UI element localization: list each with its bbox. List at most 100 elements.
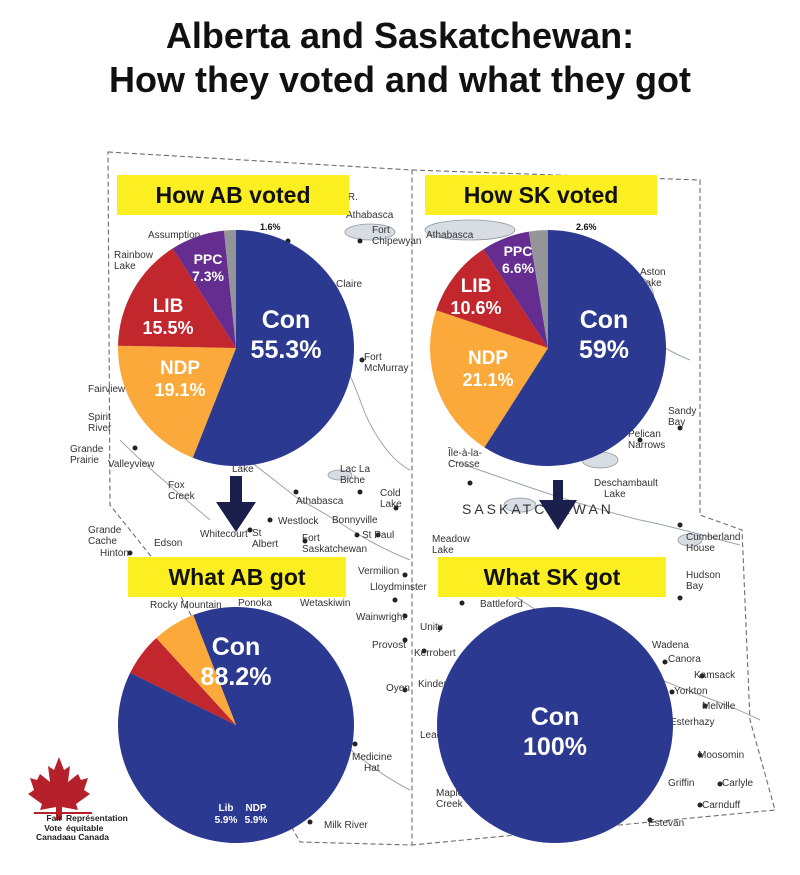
map-label: Canora [668, 654, 701, 665]
pie-value-ppc: 7.3% [192, 268, 224, 284]
map-label: Île-à-la- [447, 446, 482, 459]
map-label: Moosomin [698, 750, 744, 761]
map-label: Kamsack [694, 670, 736, 681]
pie-value-con: 88.2% [201, 663, 272, 691]
pie-label-ppc: PPC [504, 243, 533, 259]
pie-label-lib: Lib [219, 803, 234, 814]
map-label: Saskatchewan [302, 544, 367, 555]
map-label: Maple [436, 788, 464, 799]
pie-slice-con [192, 230, 354, 466]
map-label: Deschambault [594, 478, 658, 489]
map-label: Estevan [648, 818, 684, 829]
map-label: Fort [372, 225, 390, 236]
map-label: Carnduff [702, 800, 740, 811]
map-label: Griffin [668, 778, 695, 789]
map-label: Cumberland [686, 532, 740, 543]
pie-slice-other [224, 230, 236, 348]
pie-value-ndp: 5.9% [245, 815, 268, 826]
pie-label-other: 2.6% [576, 222, 597, 232]
map-label: Claire [336, 279, 363, 290]
maple-leaf-icon [28, 757, 90, 820]
pie-slice-other [528, 230, 548, 348]
map-label: Narrows [628, 440, 665, 451]
pie-value-ndp: 19.1% [154, 380, 205, 400]
map-label: Athabasca [296, 496, 344, 507]
map-label: Oyen [386, 683, 410, 694]
map-label: Sandy [668, 406, 696, 417]
map-label: Whitecourt [200, 529, 248, 540]
pie-label-ndp: NDP [245, 803, 266, 814]
map-label: Spirit [88, 412, 111, 423]
title-line-1: Alberta and Saskatchewan: [165, 15, 635, 56]
down-arrow-ab [216, 476, 256, 532]
pie-slice-ppc [483, 231, 548, 348]
map-label: Athabasca [346, 210, 394, 221]
map-label: Bay [668, 417, 685, 428]
saskatchewan-border [411, 169, 776, 846]
pie-label-lib: LIB [153, 296, 184, 317]
map-label: Kerrobert [414, 648, 456, 659]
map-label: Creek [436, 799, 464, 810]
map-label: St Paul [362, 530, 394, 541]
map-label: Lac La [340, 464, 370, 475]
pie-value-con: 59% [579, 336, 629, 364]
map-label: Chipewyan [372, 236, 421, 247]
map-label: St [252, 528, 262, 539]
map-label: Meadow [432, 534, 471, 545]
pie-value-lib: 15.5% [142, 318, 193, 338]
pie-slice-ndp [156, 615, 236, 725]
map-label: Wainwright [356, 612, 405, 623]
map-label: Albert [252, 539, 278, 550]
map-label: Provost [372, 640, 406, 651]
map-label: River [88, 423, 112, 434]
fair-vote-canada-logo [28, 757, 92, 820]
map-label: Carlyle [722, 778, 754, 789]
map-label: Lloydminster [370, 582, 427, 593]
label-what-sk-got: What SK got [438, 557, 666, 597]
map-label: Rocky Mountain [150, 600, 222, 611]
map-label: Melville [702, 701, 736, 712]
map-label: Hinton [100, 548, 129, 559]
down-arrow-sk [539, 480, 577, 530]
pie-slice-con [117, 607, 354, 844]
map-label: Creek [168, 491, 196, 502]
map-label: Hudson [686, 570, 720, 581]
map-label: Unity [420, 622, 443, 633]
map-label: Cache [88, 536, 117, 547]
map-label: Edson [154, 538, 182, 549]
pie-slice-con [437, 607, 673, 843]
map-label: Kindersley [418, 679, 465, 690]
map-label: Athabasca [426, 230, 474, 241]
map-label: Lake [114, 261, 136, 272]
map-label: Medicine [352, 752, 392, 763]
map-label: House [686, 543, 715, 554]
pie-value-con: 55.3% [251, 336, 322, 364]
map-label: Bay [686, 581, 703, 592]
map-label: Lake [432, 545, 454, 556]
map-label: Leader [420, 730, 452, 741]
map-label: Prairie [70, 455, 99, 466]
map-label: Fort [364, 352, 382, 363]
pie-label-ndp: NDP [160, 358, 200, 379]
pie-value-lib: 5.9% [215, 815, 238, 826]
map-label: Fairview [88, 384, 126, 395]
map-label: Assumption [148, 230, 200, 241]
map-label: Fox [168, 480, 185, 491]
map-label: Esterhazy [670, 717, 714, 728]
pie-value-ppc: 6.6% [502, 260, 534, 276]
map-label: Valleyview [108, 459, 155, 470]
map-label: Yorkton [674, 686, 708, 697]
label-how-ab-voted: How AB voted [117, 175, 349, 215]
map-label: Lake [232, 464, 254, 475]
label-how-sk-voted: How SK voted [425, 175, 657, 215]
pie-slice-lib [436, 249, 548, 348]
map-label: Cold [380, 488, 401, 499]
pie-slice-ndp [430, 310, 548, 448]
map-label: Grande [70, 444, 104, 455]
logo-text-en: Fair Vote Canada [36, 813, 67, 842]
pie-label-ppc: PPC [194, 251, 223, 267]
map-label: Crosse [448, 459, 480, 470]
